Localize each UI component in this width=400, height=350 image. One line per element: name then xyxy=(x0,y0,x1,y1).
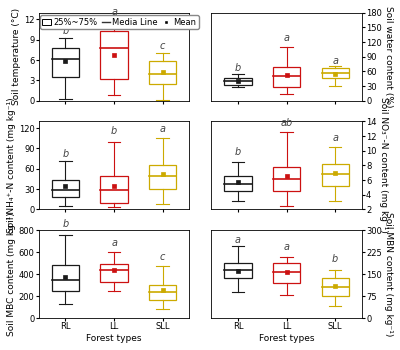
Bar xyxy=(224,263,252,278)
Bar xyxy=(224,176,252,191)
Bar xyxy=(52,265,79,290)
Bar xyxy=(100,264,128,282)
Y-axis label: Soil NO₃⁻-N content (mg kg⁻¹): Soil NO₃⁻-N content (mg kg⁻¹) xyxy=(379,97,388,233)
Bar xyxy=(273,68,300,87)
Bar xyxy=(149,165,176,189)
Bar xyxy=(100,31,128,79)
Bar xyxy=(322,279,349,296)
Bar xyxy=(322,164,349,186)
Y-axis label: Soil water content (%): Soil water content (%) xyxy=(384,6,393,107)
Text: a: a xyxy=(284,242,290,252)
Y-axis label: Soil NH₄⁺-N content (mg kg⁻¹): Soil NH₄⁺-N content (mg kg⁻¹) xyxy=(7,98,16,233)
Text: a: a xyxy=(235,235,241,245)
Bar xyxy=(149,62,176,84)
Bar xyxy=(100,176,128,203)
Bar xyxy=(52,48,79,77)
Text: b: b xyxy=(62,26,69,36)
X-axis label: Forest types: Forest types xyxy=(259,334,314,343)
Bar xyxy=(149,285,176,300)
Text: b: b xyxy=(235,63,241,73)
Y-axis label: Soil MBC content (mg kg⁻¹): Soil MBC content (mg kg⁻¹) xyxy=(7,212,16,336)
Text: a: a xyxy=(284,33,290,43)
Text: c: c xyxy=(160,252,165,262)
Text: a: a xyxy=(111,7,117,18)
Text: a: a xyxy=(332,133,338,143)
Legend: 25%~75%, Media Line, Mean: 25%~75%, Media Line, Mean xyxy=(40,15,198,29)
Text: b: b xyxy=(62,149,69,159)
Bar xyxy=(273,263,300,284)
Bar xyxy=(273,167,300,191)
Text: b: b xyxy=(111,126,117,136)
Text: b: b xyxy=(62,219,69,229)
Text: ab: ab xyxy=(280,118,293,128)
Text: a: a xyxy=(111,238,117,248)
Text: a: a xyxy=(332,56,338,65)
Bar xyxy=(52,180,79,197)
X-axis label: Forest types: Forest types xyxy=(86,334,142,343)
Bar xyxy=(322,69,349,78)
Text: a: a xyxy=(160,124,166,134)
Text: b: b xyxy=(235,147,241,156)
Text: c: c xyxy=(160,41,165,51)
Text: b: b xyxy=(332,254,338,264)
Bar xyxy=(224,78,252,85)
Y-axis label: Soil temperature (°C): Soil temperature (°C) xyxy=(12,8,21,105)
Y-axis label: Soil MBN content (mg kg⁻¹): Soil MBN content (mg kg⁻¹) xyxy=(384,212,393,336)
